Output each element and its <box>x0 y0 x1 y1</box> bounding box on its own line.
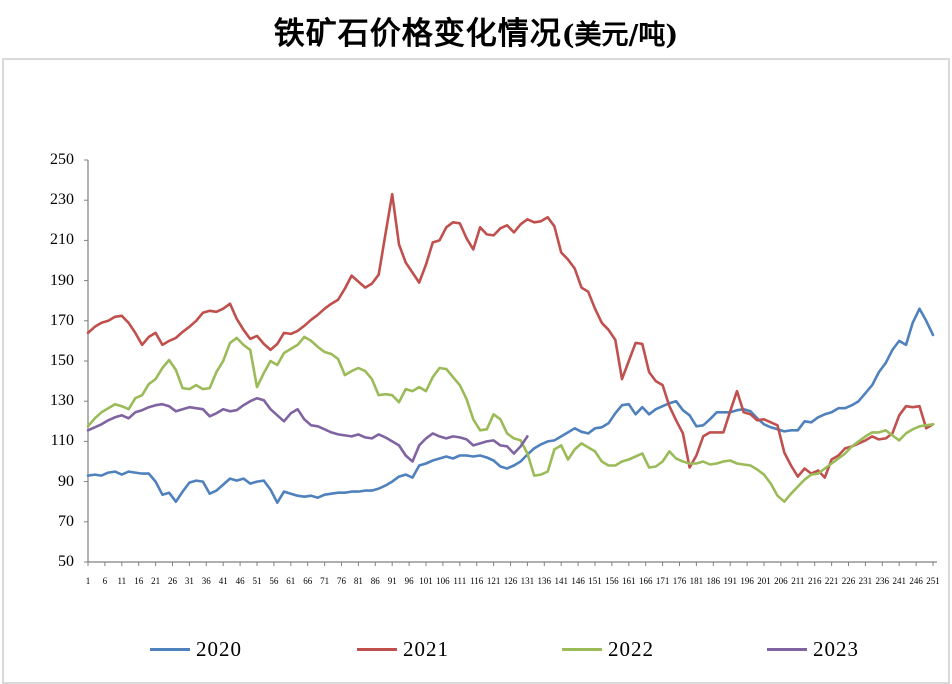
x-tick-label: 206 <box>774 576 788 586</box>
y-tick-label: 90 <box>58 472 74 490</box>
x-tick-label: 71 <box>320 576 330 586</box>
x-tick-label: 221 <box>824 576 839 586</box>
x-tick-label: 41 <box>218 576 228 586</box>
x-tick-label: 121 <box>486 576 501 586</box>
x-tick-label: 126 <box>503 576 518 586</box>
y-tick-label: 230 <box>50 191 74 209</box>
x-tick-label: 21 <box>151 576 161 586</box>
legend-item-2020: 2020 <box>150 634 242 664</box>
x-tick-label: 216 <box>807 576 822 586</box>
y-tick-label: 50 <box>58 553 74 570</box>
y-tick-label: 210 <box>50 231 74 249</box>
legend-line-2022 <box>562 647 602 651</box>
series-line-2022 <box>86 335 935 504</box>
x-tick-label: 81 <box>353 576 363 586</box>
legend-line-2020 <box>150 647 190 651</box>
y-tick-label: 190 <box>50 271 74 289</box>
legend-label-2020: 2020 <box>196 636 242 661</box>
x-tick-label: 181 <box>689 576 704 586</box>
x-tick-label: 236 <box>875 576 890 586</box>
x-tick-label: 231 <box>858 576 873 586</box>
y-tick-label: 70 <box>58 512 74 530</box>
x-tick-label: 226 <box>841 576 856 586</box>
legend-label-2023: 2023 <box>813 636 859 661</box>
x-tick-label: 61 <box>286 576 296 586</box>
legend-label-2022: 2022 <box>608 636 654 661</box>
x-tick-label: 161 <box>622 576 636 586</box>
x-tick-label: 111 <box>453 576 467 586</box>
x-tick-label: 131 <box>520 576 535 586</box>
series-line-2023 <box>86 396 529 463</box>
x-tick-label: 166 <box>638 576 653 586</box>
chart-title-unit: (美元/吨) <box>561 20 679 51</box>
x-tick-label: 101 <box>419 576 433 586</box>
x-tick-label: 16 <box>134 576 144 586</box>
x-tick-label: 56 <box>269 576 279 586</box>
x-tick-label: 156 <box>605 576 619 586</box>
x-tick-label: 11 <box>117 576 127 586</box>
series-line-2020 <box>86 307 935 505</box>
y-tick-label: 170 <box>50 311 74 329</box>
x-tick-label: 76 <box>337 576 346 586</box>
legend-label-2021: 2021 <box>403 636 449 661</box>
x-tick-label: 116 <box>470 576 484 586</box>
x-tick-label: 26 <box>168 576 177 586</box>
x-tick-label: 151 <box>588 576 602 586</box>
x-tick-label: 171 <box>655 576 670 586</box>
y-tick-label: 110 <box>50 432 74 450</box>
chart-title-text: 铁矿石价格变化情况 <box>273 16 562 51</box>
x-tick-label: 186 <box>706 576 721 586</box>
x-tick-label: 91 <box>387 576 397 586</box>
x-tick-label: 36 <box>201 576 211 586</box>
x-tick-label: 246 <box>909 576 923 586</box>
y-tick-label: 150 <box>50 352 74 369</box>
x-tick-label: 136 <box>537 576 552 586</box>
x-tick-label: 6 <box>102 576 108 586</box>
x-tick-label: 191 <box>723 576 737 586</box>
legend: 2020 2021 2022 2023 <box>0 634 952 668</box>
x-tick-label: 86 <box>370 576 380 586</box>
x-tick-label: 106 <box>436 576 450 586</box>
x-tick-label: 31 <box>184 576 194 586</box>
y-tick-label: 130 <box>50 392 74 410</box>
series-line-2021 <box>86 192 935 479</box>
x-tick-label: 196 <box>740 576 754 586</box>
legend-line-2021 <box>357 647 397 651</box>
x-tick-label: 176 <box>672 576 687 586</box>
x-tick-label: 96 <box>404 576 414 586</box>
x-tick-label: 241 <box>892 576 906 586</box>
x-tick-label: 46 <box>235 576 245 586</box>
legend-line-2023 <box>767 647 807 651</box>
chart-title: 铁矿石价格变化情况(美元/吨) <box>0 8 952 53</box>
x-tick-label: 141 <box>554 576 568 586</box>
x-tick-label: 66 <box>303 576 313 586</box>
legend-item-2023: 2023 <box>767 634 859 664</box>
x-tick-label: 211 <box>791 576 805 586</box>
y-tick-label: 250 <box>50 151 74 168</box>
x-tick-label: 251 <box>926 576 940 586</box>
legend-item-2021: 2021 <box>357 634 449 664</box>
legend-item-2022: 2022 <box>562 634 654 664</box>
x-tick-label: 1 <box>85 576 91 586</box>
x-tick-label: 146 <box>571 576 585 586</box>
x-tick-label: 201 <box>757 576 771 586</box>
x-tick-label: 51 <box>252 576 262 586</box>
